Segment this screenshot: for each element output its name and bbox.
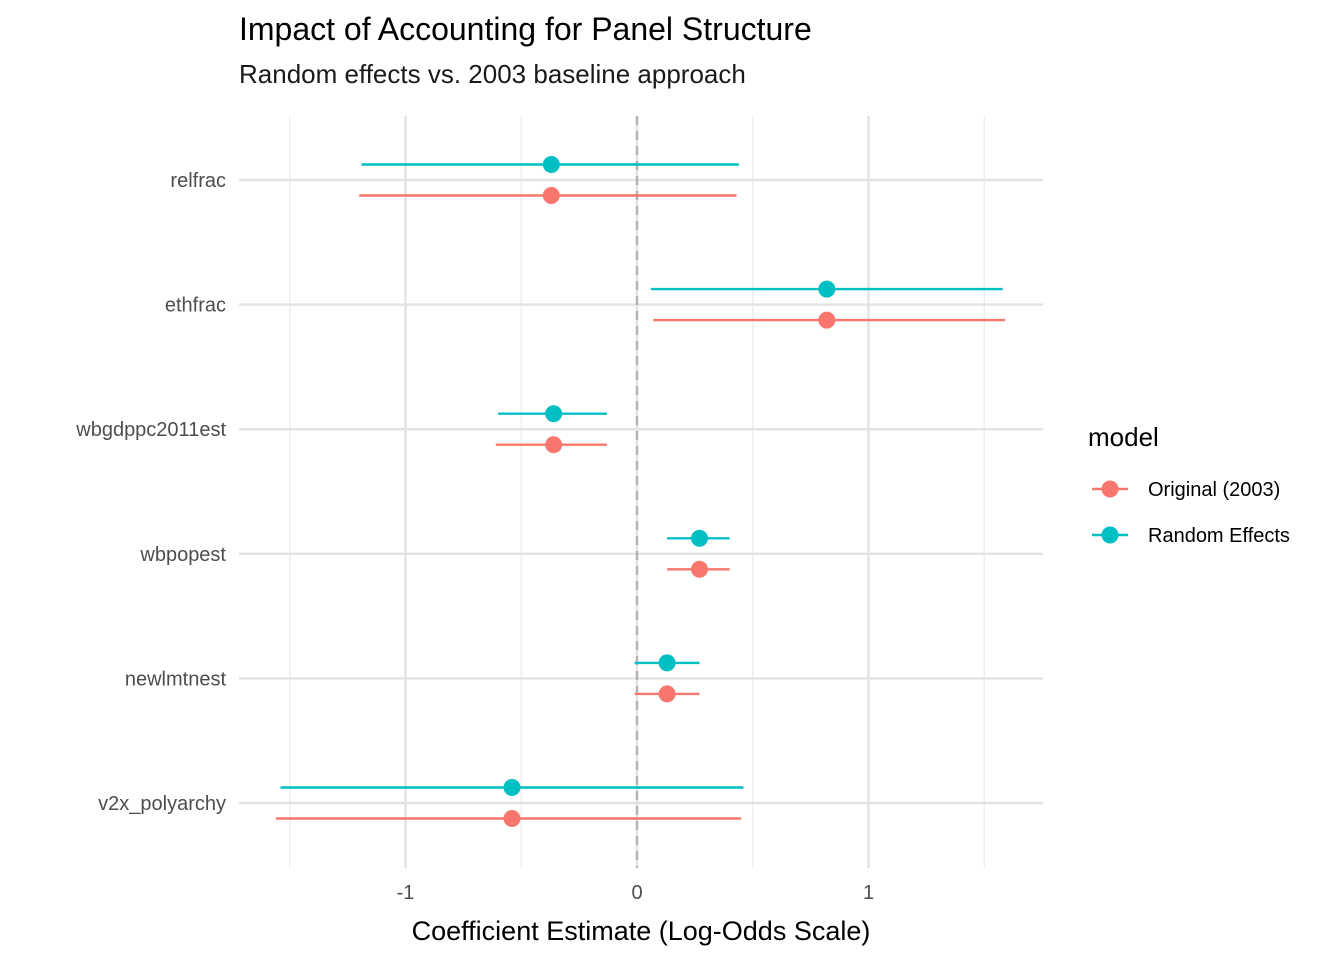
point-estimate	[542, 187, 560, 204]
legend-key-point	[1101, 526, 1119, 544]
point-estimate	[691, 560, 709, 578]
y-tick-label: v2x_polyarchy	[98, 793, 226, 815]
legend: model Original (2003) Random Effects	[1088, 422, 1290, 547]
chart-title: Impact of Accounting for Panel Structure	[239, 11, 812, 47]
legend-label: Original (2003)	[1148, 479, 1280, 501]
series-marks	[275, 156, 1006, 827]
x-tick-labels: -1 0 1	[397, 882, 874, 904]
y-tick-label: newlmtnest	[125, 668, 227, 690]
grid	[239, 116, 1043, 868]
x-tick-label: 1	[863, 882, 874, 904]
x-axis-label: Coefficient Estimate (Log-Odds Scale)	[412, 916, 871, 946]
series-1	[275, 187, 1006, 827]
point-estimate	[545, 405, 563, 423]
y-tick-label: relfrac	[170, 170, 226, 192]
point-estimate	[818, 280, 836, 298]
point-estimate	[691, 529, 709, 547]
y-tick-labels: relfrac ethfrac wbgdppc2011est wbpopest newl…	[75, 170, 226, 815]
legend-item: Random Effects	[1092, 525, 1290, 547]
y-tick-label: wbpopest	[139, 544, 226, 566]
legend-item: Original (2003)	[1092, 479, 1280, 501]
legend-key-point	[1101, 480, 1119, 498]
legend-label: Random Effects	[1148, 525, 1290, 547]
series-2	[280, 156, 1003, 796]
point-estimate	[658, 685, 676, 703]
point-estimate	[503, 810, 521, 827]
chart-subtitle: Random effects vs. 2003 baseline approac…	[239, 59, 746, 89]
y-tick-label: wbgdppc2011est	[75, 419, 226, 441]
point-estimate	[542, 156, 560, 173]
y-tick-label: ethfrac	[165, 295, 226, 317]
point-estimate	[545, 436, 563, 454]
point-estimate	[658, 654, 676, 672]
legend-title: model	[1088, 422, 1159, 452]
x-tick-label: 0	[631, 882, 642, 904]
point-estimate	[503, 779, 521, 796]
point-estimate	[818, 311, 836, 329]
x-tick-label: -1	[397, 882, 415, 904]
